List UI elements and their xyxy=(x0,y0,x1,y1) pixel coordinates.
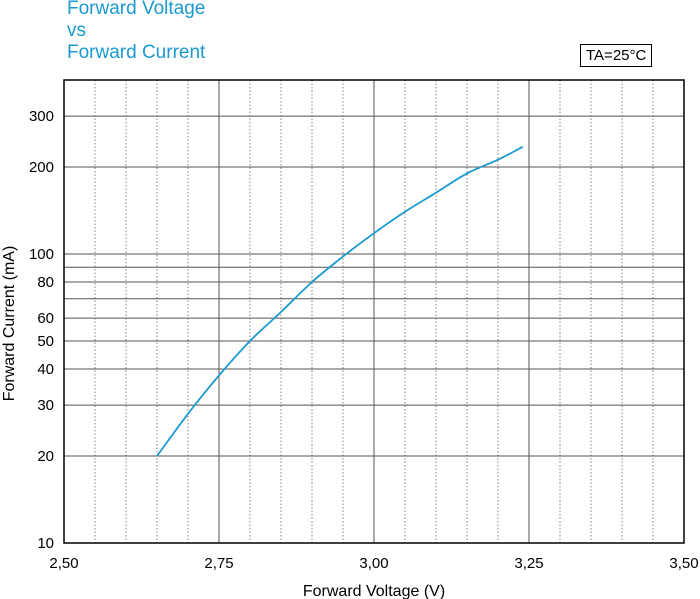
x-tick-label: 3,00 xyxy=(359,555,388,572)
chart-title-line-3: Forward Current xyxy=(67,42,206,63)
chart-title-line-2: vs xyxy=(67,20,86,41)
y-tick-label: 20 xyxy=(37,448,54,465)
y-tick-label: 10 xyxy=(37,535,54,552)
x-tick-label: 3,50 xyxy=(669,555,698,572)
x-tick-label: 2,50 xyxy=(49,555,78,572)
y-axis-label: Forward Current (mA) xyxy=(1,246,18,402)
y-tick-label: 50 xyxy=(37,333,54,350)
minor-grid xyxy=(94,80,654,543)
x-tick-labels: 2,50 2,75 3,00 3,25 3,50 xyxy=(49,555,698,572)
x-tick-label: 3,25 xyxy=(514,555,543,572)
y-tick-label: 30 xyxy=(37,397,54,414)
y-tick-labels: 10 20 30 40 50 60 80 100 200 300 xyxy=(29,108,54,552)
y-tick-label: 80 xyxy=(37,274,54,291)
y-tick-label: 40 xyxy=(37,361,54,378)
plot-frame xyxy=(63,79,685,544)
x-tick-label: 2,75 xyxy=(204,555,233,572)
chart-title-line-1: Forward Voltage xyxy=(67,0,206,19)
y-tick-label: 200 xyxy=(29,159,54,176)
y-tick-label: 100 xyxy=(29,246,54,263)
x-axis-label: Forward Voltage (V) xyxy=(303,583,445,599)
y-tick-label: 60 xyxy=(37,310,54,327)
y-tick-label: 300 xyxy=(29,108,54,125)
temperature-condition-label: TA=25°C xyxy=(580,44,653,67)
series-line-forward-current xyxy=(156,145,524,457)
